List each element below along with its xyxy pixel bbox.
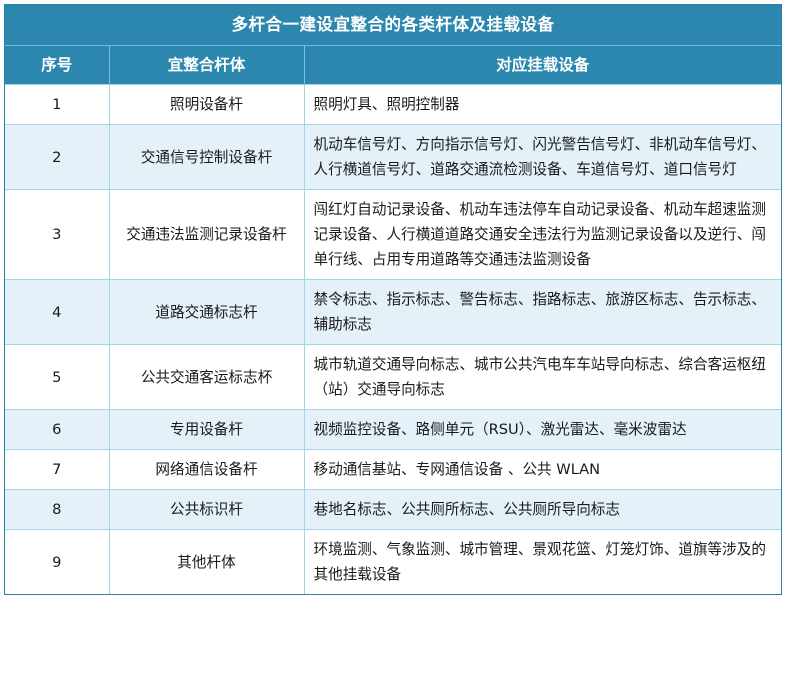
cell-equipment: 城市轨道交通导向标志、城市公共汽电车车站导向标志、综合客运枢纽（站）交通导向标志 bbox=[303, 344, 781, 410]
cell-pole: 公共标识杆 bbox=[108, 489, 304, 530]
table-row: 1 照明设备杆 照明灯具、照明控制器 bbox=[5, 84, 781, 125]
cell-equipment: 巷地名标志、公共厕所标志、公共厕所导向标志 bbox=[303, 489, 781, 530]
cell-pole: 交通信号控制设备杆 bbox=[108, 124, 304, 190]
table-column-header-row: 序号 宜整合杆体 对应挂载设备 bbox=[5, 45, 781, 85]
cell-index: 6 bbox=[5, 409, 109, 450]
cell-pole: 专用设备杆 bbox=[108, 409, 304, 450]
pole-equipment-table-container: 多杆合一建设宜整合的各类杆体及挂载设备 序号 宜整合杆体 对应挂载设备 1 照明… bbox=[4, 4, 782, 595]
cell-pole: 照明设备杆 bbox=[108, 84, 304, 125]
cell-index: 1 bbox=[5, 84, 109, 125]
table-header: 多杆合一建设宜整合的各类杆体及挂载设备 序号 宜整合杆体 对应挂载设备 bbox=[5, 5, 781, 85]
cell-equipment: 机动车信号灯、方向指示信号灯、闪光警告信号灯、非机动车信号灯、人行横道信号灯、道… bbox=[303, 124, 781, 190]
column-header-equipment: 对应挂载设备 bbox=[303, 45, 781, 85]
cell-index: 5 bbox=[5, 344, 109, 410]
column-header-index: 序号 bbox=[5, 45, 109, 85]
table-title-row: 多杆合一建设宜整合的各类杆体及挂载设备 bbox=[5, 5, 781, 46]
column-header-pole: 宜整合杆体 bbox=[108, 45, 304, 85]
cell-index: 4 bbox=[5, 279, 109, 345]
cell-equipment: 环境监测、气象监测、城市管理、景观花篮、灯笼灯饰、道旗等涉及的其他挂载设备 bbox=[303, 529, 781, 594]
cell-pole: 其他杆体 bbox=[108, 529, 304, 594]
cell-equipment: 视频监控设备、路侧单元（RSU）、激光雷达、毫米波雷达 bbox=[303, 409, 781, 450]
cell-index: 7 bbox=[5, 449, 109, 490]
table-row: 9 其他杆体 环境监测、气象监测、城市管理、景观花篮、灯笼灯饰、道旗等涉及的其他… bbox=[5, 529, 781, 594]
cell-equipment: 禁令标志、指示标志、警告标志、指路标志、旅游区标志、告示标志、辅助标志 bbox=[303, 279, 781, 345]
table-row: 3 交通违法监测记录设备杆 闯红灯自动记录设备、机动车违法停车自动记录设备、机动… bbox=[5, 189, 781, 280]
table-body: 1 照明设备杆 照明灯具、照明控制器 2 交通信号控制设备杆 机动车信号灯、方向… bbox=[5, 84, 781, 594]
cell-index: 2 bbox=[5, 124, 109, 190]
cell-equipment: 闯红灯自动记录设备、机动车违法停车自动记录设备、机动车超速监测记录设备、人行横道… bbox=[303, 189, 781, 280]
pole-equipment-table: 多杆合一建设宜整合的各类杆体及挂载设备 序号 宜整合杆体 对应挂载设备 1 照明… bbox=[5, 5, 781, 594]
table-row: 5 公共交通客运标志杯 城市轨道交通导向标志、城市公共汽电车车站导向标志、综合客… bbox=[5, 344, 781, 410]
table-row: 7 网络通信设备杆 移动通信基站、专网通信设备 、公共 WLAN bbox=[5, 449, 781, 490]
table-title: 多杆合一建设宜整合的各类杆体及挂载设备 bbox=[5, 5, 781, 46]
cell-index: 9 bbox=[5, 529, 109, 594]
table-row: 6 专用设备杆 视频监控设备、路侧单元（RSU）、激光雷达、毫米波雷达 bbox=[5, 409, 781, 450]
cell-pole: 公共交通客运标志杯 bbox=[108, 344, 304, 410]
table-row: 4 道路交通标志杆 禁令标志、指示标志、警告标志、指路标志、旅游区标志、告示标志… bbox=[5, 279, 781, 345]
cell-index: 3 bbox=[5, 189, 109, 280]
table-row: 8 公共标识杆 巷地名标志、公共厕所标志、公共厕所导向标志 bbox=[5, 489, 781, 530]
cell-index: 8 bbox=[5, 489, 109, 530]
table-row: 2 交通信号控制设备杆 机动车信号灯、方向指示信号灯、闪光警告信号灯、非机动车信… bbox=[5, 124, 781, 190]
cell-equipment: 照明灯具、照明控制器 bbox=[303, 84, 781, 125]
cell-pole: 交通违法监测记录设备杆 bbox=[108, 189, 304, 280]
cell-pole: 道路交通标志杆 bbox=[108, 279, 304, 345]
cell-pole: 网络通信设备杆 bbox=[108, 449, 304, 490]
cell-equipment: 移动通信基站、专网通信设备 、公共 WLAN bbox=[303, 449, 781, 490]
